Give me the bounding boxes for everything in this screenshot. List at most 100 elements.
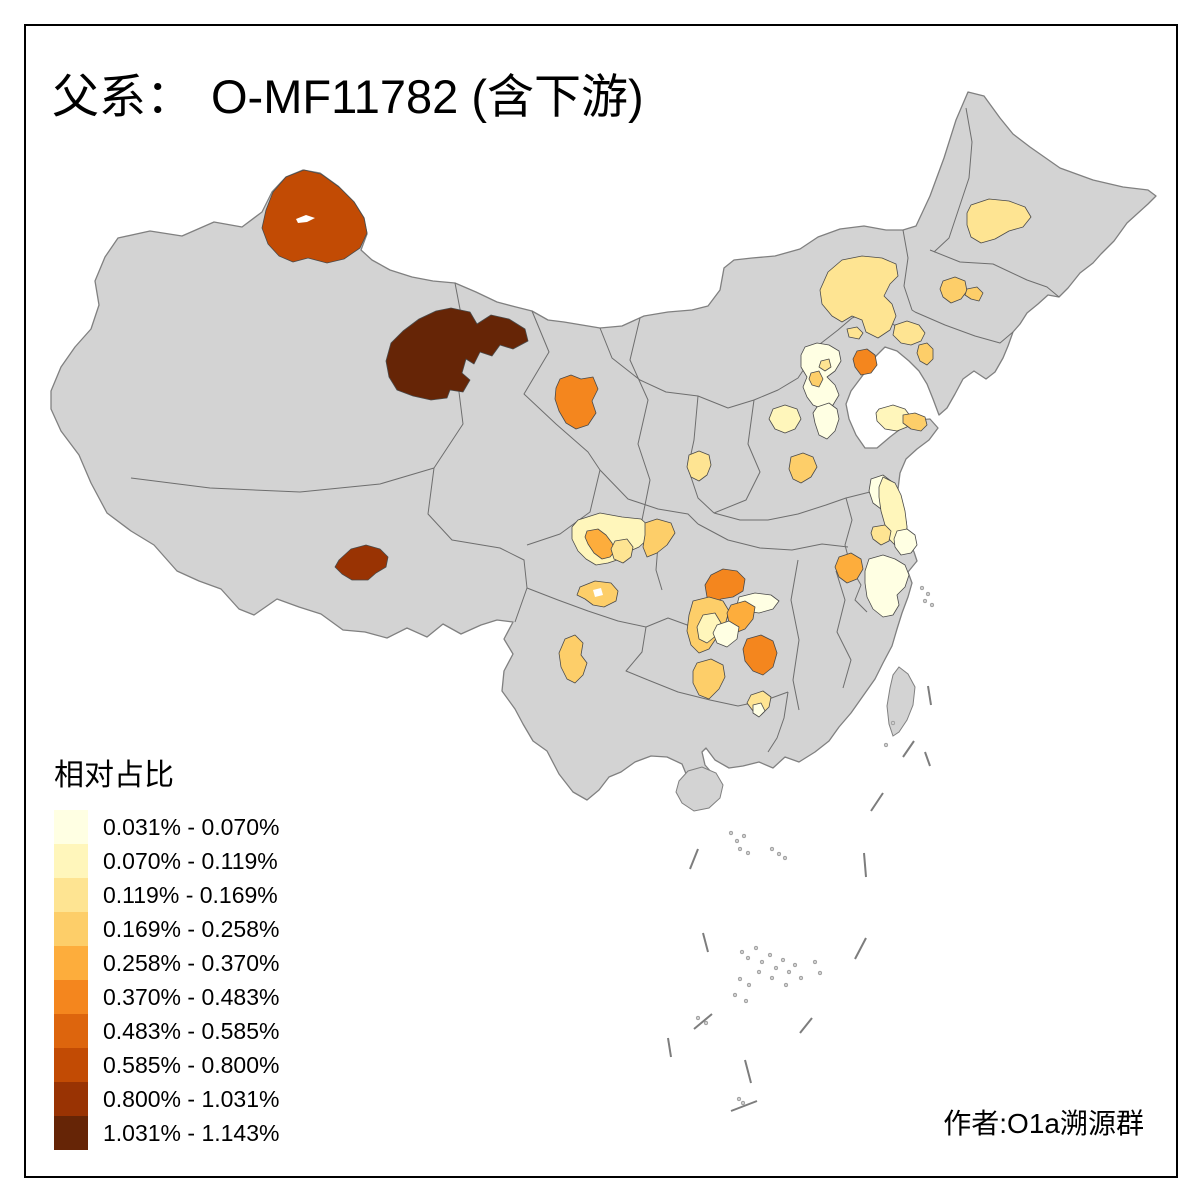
map-region-r34 bbox=[939, 276, 968, 304]
boundary-dash bbox=[744, 1059, 752, 1084]
legend-swatch-9 bbox=[54, 1082, 88, 1116]
legend-row: 0.585% - 0.800% bbox=[54, 1048, 279, 1082]
map-region-r30 bbox=[916, 342, 934, 366]
legend-label: 0.070% - 0.119% bbox=[103, 848, 278, 874]
legend-row: 0.169% - 0.258% bbox=[54, 912, 279, 946]
small-island bbox=[756, 969, 762, 975]
map-region-r25 bbox=[818, 358, 832, 372]
map-region-r1 bbox=[261, 169, 368, 264]
province-border bbox=[523, 310, 601, 546]
map-region-r7 bbox=[610, 538, 634, 564]
legend-swatch-3 bbox=[54, 878, 88, 912]
small-island bbox=[759, 959, 765, 965]
map-region-r42 bbox=[870, 524, 892, 546]
map-region-r38 bbox=[875, 404, 912, 432]
legend-title: 相对占比 bbox=[54, 759, 174, 792]
map-region-r3 bbox=[554, 374, 599, 430]
province-border bbox=[697, 523, 849, 551]
small-island bbox=[925, 591, 931, 597]
map-region-r36 bbox=[892, 320, 926, 346]
province-border bbox=[130, 467, 435, 493]
legend-swatch-8 bbox=[54, 1048, 88, 1082]
legend-row: 0.031% - 0.070% bbox=[54, 810, 279, 844]
map-region-r35 bbox=[964, 286, 984, 302]
legend-row: 1.031% - 1.143% bbox=[54, 1116, 279, 1150]
small-island bbox=[741, 833, 747, 839]
province-border bbox=[767, 691, 789, 753]
small-island bbox=[773, 965, 779, 971]
small-island bbox=[728, 830, 734, 836]
boundary-dash bbox=[924, 751, 931, 767]
province-border bbox=[713, 399, 761, 514]
legend-row: 0.258% - 0.370% bbox=[54, 946, 279, 980]
small-island bbox=[792, 962, 798, 968]
map-region-r28 bbox=[768, 404, 802, 434]
small-island bbox=[753, 945, 759, 951]
legend-label: 0.169% - 0.258% bbox=[103, 916, 280, 942]
small-island bbox=[780, 957, 786, 963]
small-island bbox=[783, 982, 789, 988]
province-border bbox=[929, 249, 1060, 298]
map-region-r18 bbox=[692, 658, 726, 700]
small-island bbox=[782, 855, 788, 861]
map-region-r44 bbox=[864, 554, 910, 618]
title-prefix: 父系： bbox=[52, 72, 193, 124]
map-region-r22 bbox=[788, 452, 818, 484]
legend-row: 0.800% - 1.031% bbox=[54, 1082, 279, 1116]
small-island bbox=[745, 955, 751, 961]
small-island bbox=[740, 1100, 746, 1106]
figure-border bbox=[24, 24, 1178, 1178]
small-island bbox=[776, 851, 782, 857]
map-region-r31 bbox=[846, 326, 864, 340]
small-island bbox=[786, 969, 792, 975]
small-island bbox=[890, 720, 896, 726]
province-border bbox=[790, 559, 800, 711]
small-island bbox=[739, 949, 745, 955]
legend-label: 0.483% - 0.585% bbox=[103, 1018, 280, 1044]
legend-label: 0.370% - 0.483% bbox=[103, 984, 280, 1010]
small-island bbox=[919, 585, 925, 591]
map-region-r16 bbox=[712, 620, 740, 648]
map-region-r8 bbox=[642, 518, 676, 558]
small-island bbox=[817, 970, 823, 976]
province-border bbox=[914, 311, 1014, 344]
legend-swatch-6 bbox=[54, 980, 88, 1014]
small-island bbox=[743, 998, 749, 1004]
small-island bbox=[929, 602, 935, 608]
small-island bbox=[745, 850, 751, 856]
province-border bbox=[629, 317, 663, 591]
map-region-r20 bbox=[752, 702, 766, 718]
boundary-dash bbox=[870, 792, 884, 812]
map-region-r4 bbox=[334, 544, 389, 581]
legend-label: 0.585% - 0.800% bbox=[103, 1052, 280, 1078]
legend-swatch-7 bbox=[54, 1014, 88, 1048]
legend-label: 0.119% - 0.169% bbox=[103, 882, 278, 908]
title-haplogroup: O-MF11782 (含下游) bbox=[211, 70, 644, 123]
small-island bbox=[737, 976, 743, 982]
province-border bbox=[599, 469, 699, 525]
legend-swatch-10 bbox=[54, 1116, 88, 1150]
page-title: 父系： O-MF11782 (含下游) bbox=[52, 58, 644, 127]
map-region-r33 bbox=[819, 255, 899, 339]
hainan-shape bbox=[675, 766, 724, 812]
legend-swatch-1 bbox=[54, 810, 88, 844]
boundary-dash bbox=[667, 1037, 672, 1058]
map-region-r43 bbox=[893, 528, 918, 556]
map-region-r10 bbox=[558, 634, 588, 684]
map-region-r17 bbox=[742, 634, 778, 676]
legend: 相对占比 0.031% - 0.070% 0.070% - 0.119% 0.119… bbox=[54, 750, 279, 1150]
lake-shape bbox=[593, 588, 603, 597]
legend-label: 0.031% - 0.070% bbox=[103, 814, 280, 840]
province-border bbox=[902, 229, 916, 313]
legend-label: 0.800% - 1.031% bbox=[103, 1086, 280, 1112]
map-region-r23 bbox=[834, 552, 864, 584]
small-island bbox=[703, 1020, 709, 1026]
mainland-shape bbox=[50, 91, 1157, 801]
small-island bbox=[883, 742, 889, 748]
map-region-r21 bbox=[686, 450, 712, 482]
small-island bbox=[746, 982, 752, 988]
credit-text: 作者:O1a溯源群 bbox=[943, 1108, 1144, 1139]
boundary-dash bbox=[702, 932, 709, 953]
